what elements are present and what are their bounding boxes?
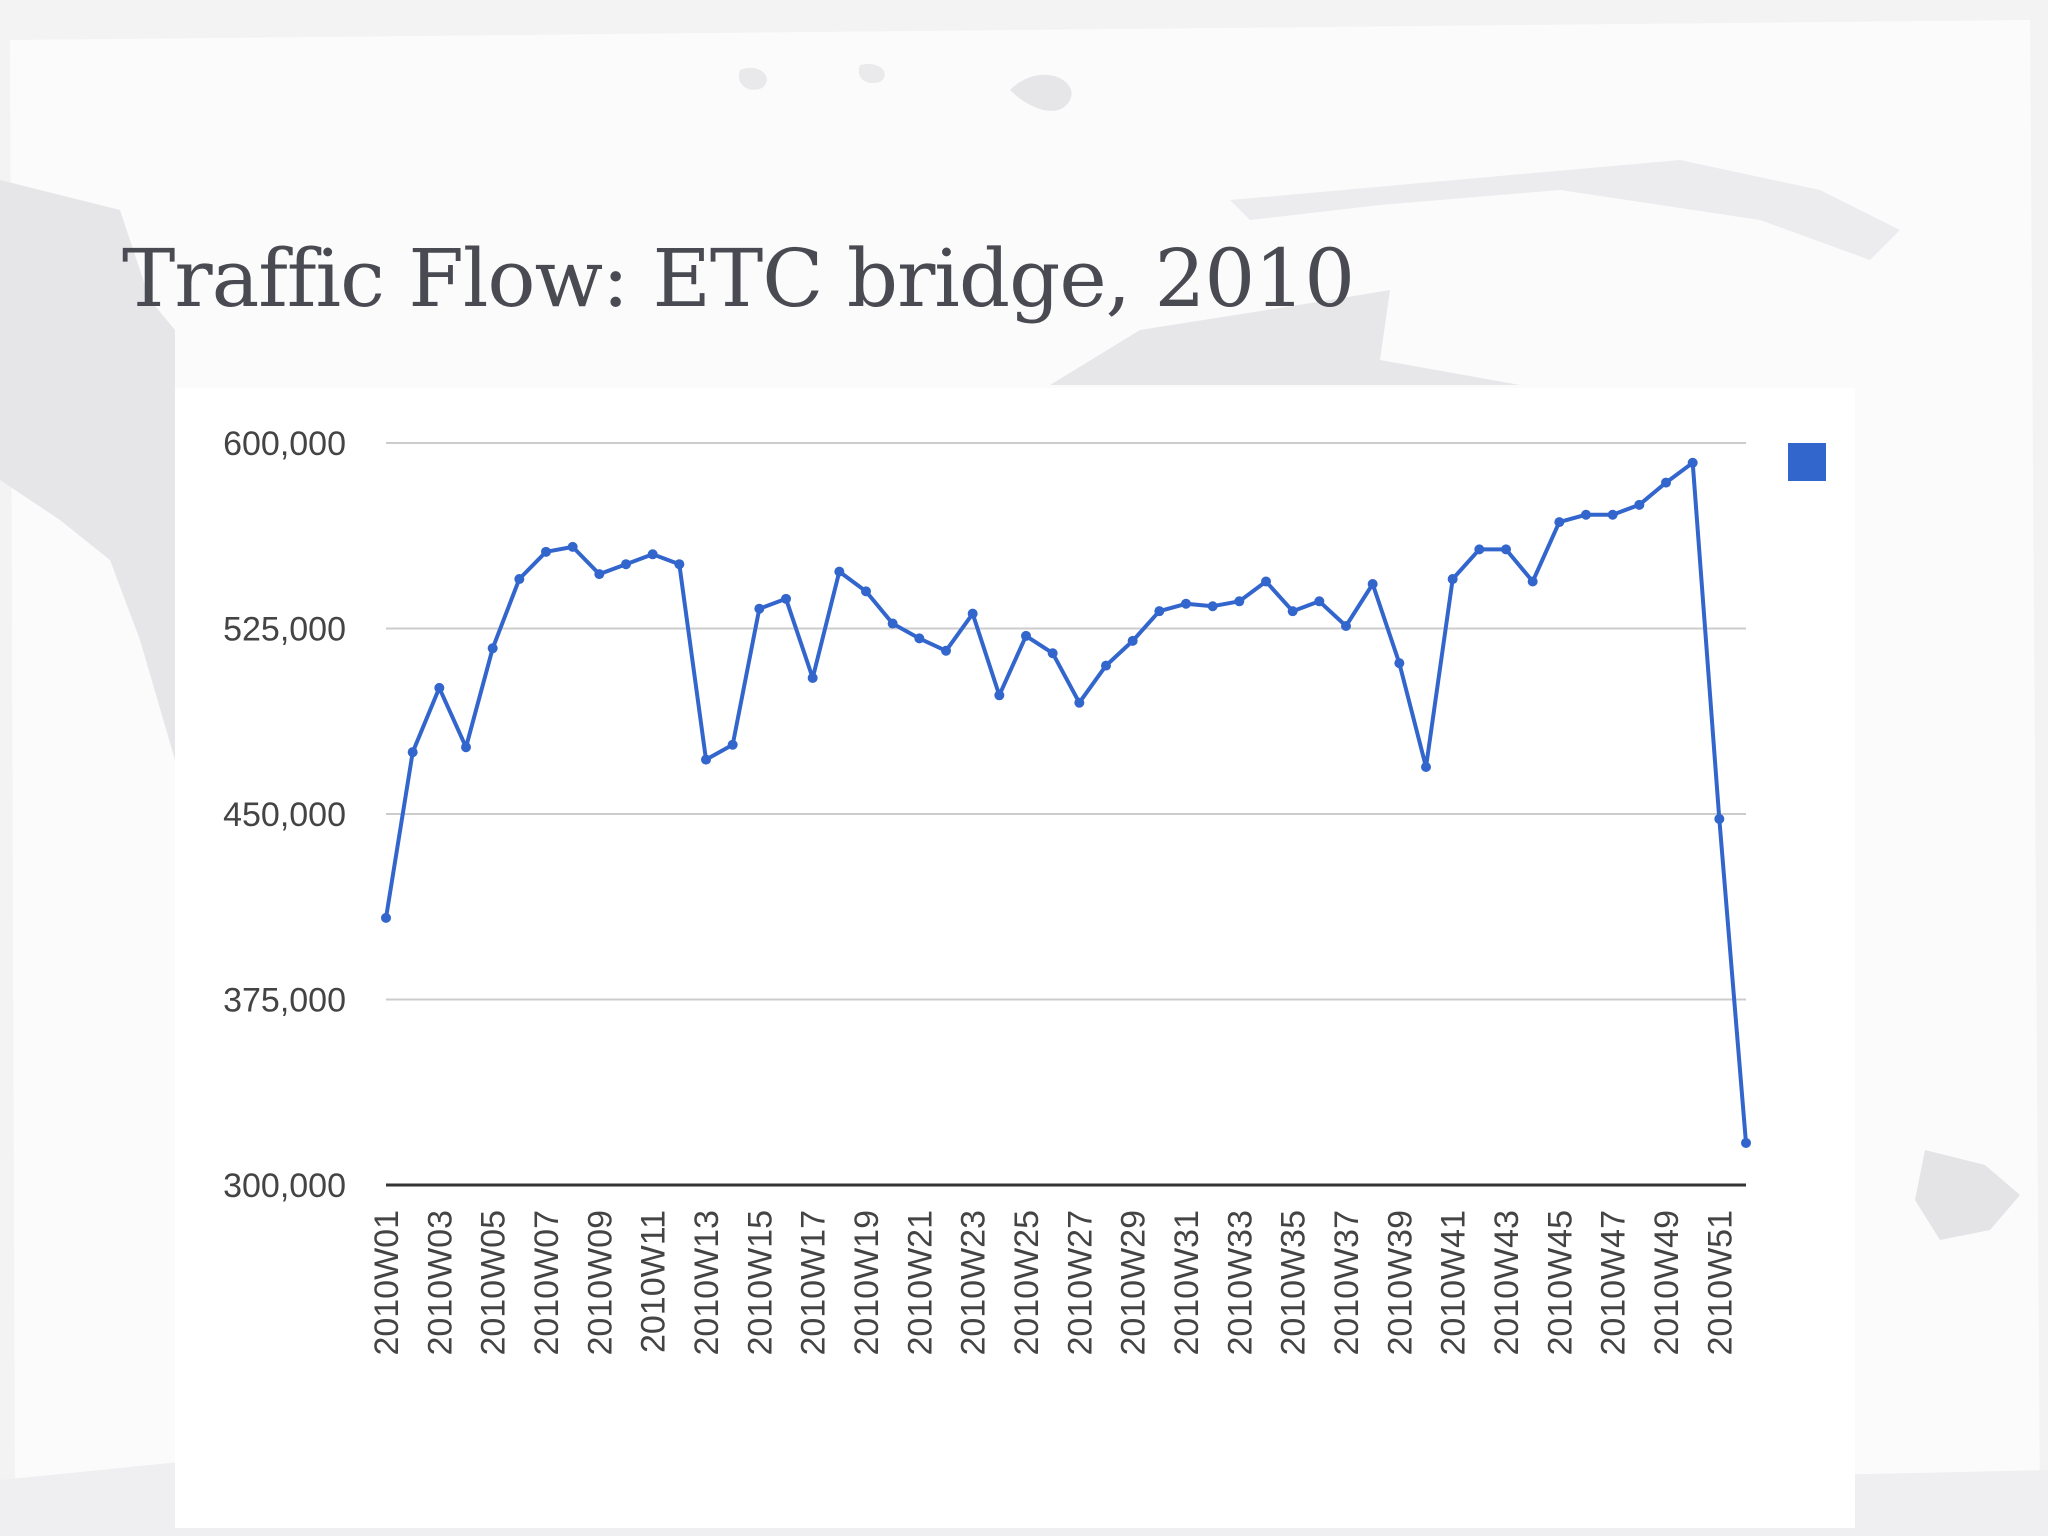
data-point — [887, 618, 898, 629]
data-point — [487, 643, 498, 654]
data-point — [1394, 658, 1405, 669]
data-point — [674, 559, 685, 570]
x-tick-label: 2010W07 — [528, 1210, 566, 1356]
data-point — [1261, 576, 1271, 587]
x-tick-label: 2010W21 — [901, 1210, 939, 1356]
data-point — [1234, 596, 1245, 607]
data-point — [861, 586, 871, 597]
x-tick-label: 2010W25 — [1008, 1210, 1046, 1356]
data-point — [1661, 477, 1671, 488]
x-tick-label: 2010W51 — [1701, 1210, 1739, 1356]
data-point — [514, 574, 525, 585]
x-tick-label: 2010W27 — [1061, 1210, 1099, 1356]
x-tick-label: 2010W15 — [741, 1210, 779, 1356]
x-tick-label: 2010W17 — [795, 1210, 833, 1356]
x-tick-label: 2010W29 — [1115, 1210, 1153, 1356]
x-tick-label: 2010W43 — [1488, 1210, 1526, 1356]
data-point — [914, 633, 925, 644]
data-point — [594, 569, 605, 580]
data-point — [1101, 660, 1111, 671]
x-axis-tick-labels: 2010W01 2010W03 2010W05 2010W07 2010W09 2010W… — [368, 1210, 1739, 1356]
x-tick-label: 2010W19 — [848, 1210, 886, 1356]
data-point — [567, 541, 578, 552]
data-point — [1714, 813, 1725, 824]
x-tick-label: 2010W45 — [1541, 1210, 1579, 1356]
data-point — [1607, 509, 1618, 520]
y-tick-label: 300,000 — [223, 1167, 346, 1205]
x-tick-label: 2010W41 — [1435, 1210, 1473, 1356]
y-axis-tick-labels: 600,000 525,000 450,000 375,000 300,000 — [223, 425, 346, 1205]
x-tick-label: 2010W47 — [1595, 1210, 1633, 1356]
data-point — [994, 690, 1005, 701]
series-group — [381, 457, 1751, 1148]
data-point — [1554, 517, 1565, 528]
chart-area — [175, 388, 1855, 1528]
x-tick-label: 2010W49 — [1648, 1210, 1686, 1356]
data-point — [941, 645, 951, 656]
data-point — [1181, 598, 1191, 609]
y-tick-label: 525,000 — [223, 611, 346, 649]
data-point — [1447, 574, 1458, 585]
x-tick-label: 2010W03 — [421, 1210, 459, 1356]
x-tick-label: 2010W23 — [955, 1210, 993, 1356]
legend-swatch — [1788, 443, 1826, 481]
data-point — [1021, 630, 1031, 641]
data-point — [1501, 544, 1511, 555]
x-tick-label: 2010W13 — [688, 1210, 726, 1356]
legend — [1788, 443, 1826, 481]
data-point — [1154, 606, 1165, 617]
data-point — [1207, 601, 1218, 612]
x-tick-label: 2010W09 — [581, 1210, 619, 1356]
data-point — [1634, 499, 1645, 510]
data-point — [381, 912, 391, 923]
series-line — [384, 460, 1748, 1144]
data-point — [1341, 621, 1351, 632]
x-tick-label: 2010W31 — [1168, 1210, 1206, 1356]
data-point — [1127, 635, 1138, 646]
y-tick-label: 375,000 — [223, 982, 346, 1020]
data-point — [461, 742, 471, 753]
data-point — [1314, 596, 1325, 607]
data-point — [967, 608, 978, 619]
x-tick-label: 2010W35 — [1275, 1210, 1313, 1356]
data-point — [1047, 648, 1058, 659]
x-tick-label: 2010W39 — [1381, 1210, 1419, 1356]
data-point — [1474, 544, 1485, 555]
data-point — [807, 672, 818, 683]
data-point — [1367, 578, 1378, 589]
x-tick-label: 2010W11 — [635, 1210, 673, 1353]
x-tick-label: 2010W05 — [475, 1210, 513, 1356]
data-point — [701, 754, 711, 765]
gridlines — [386, 442, 1746, 1187]
data-point — [621, 559, 631, 570]
data-point — [781, 593, 791, 604]
data-point — [834, 566, 845, 577]
data-point — [1287, 606, 1298, 617]
y-tick-label: 450,000 — [223, 796, 346, 834]
x-tick-label: 2010W01 — [368, 1210, 406, 1356]
data-point — [1741, 1137, 1751, 1148]
data-point — [1527, 576, 1538, 587]
data-point — [1074, 697, 1085, 708]
x-tick-label: 2010W33 — [1221, 1210, 1259, 1356]
data-point — [727, 739, 738, 750]
y-tick-label: 600,000 — [223, 425, 346, 463]
data-point — [407, 747, 418, 758]
x-tick-label: 2010W37 — [1328, 1210, 1366, 1356]
data-point — [1421, 762, 1431, 773]
data-point — [434, 682, 445, 693]
data-point — [541, 546, 551, 557]
data-point — [1581, 509, 1591, 520]
slide-title: Traffic Flow: ETC bridge, 2010 — [122, 232, 1355, 325]
data-point — [647, 549, 658, 560]
data-point — [754, 603, 765, 614]
data-point — [1687, 457, 1698, 468]
